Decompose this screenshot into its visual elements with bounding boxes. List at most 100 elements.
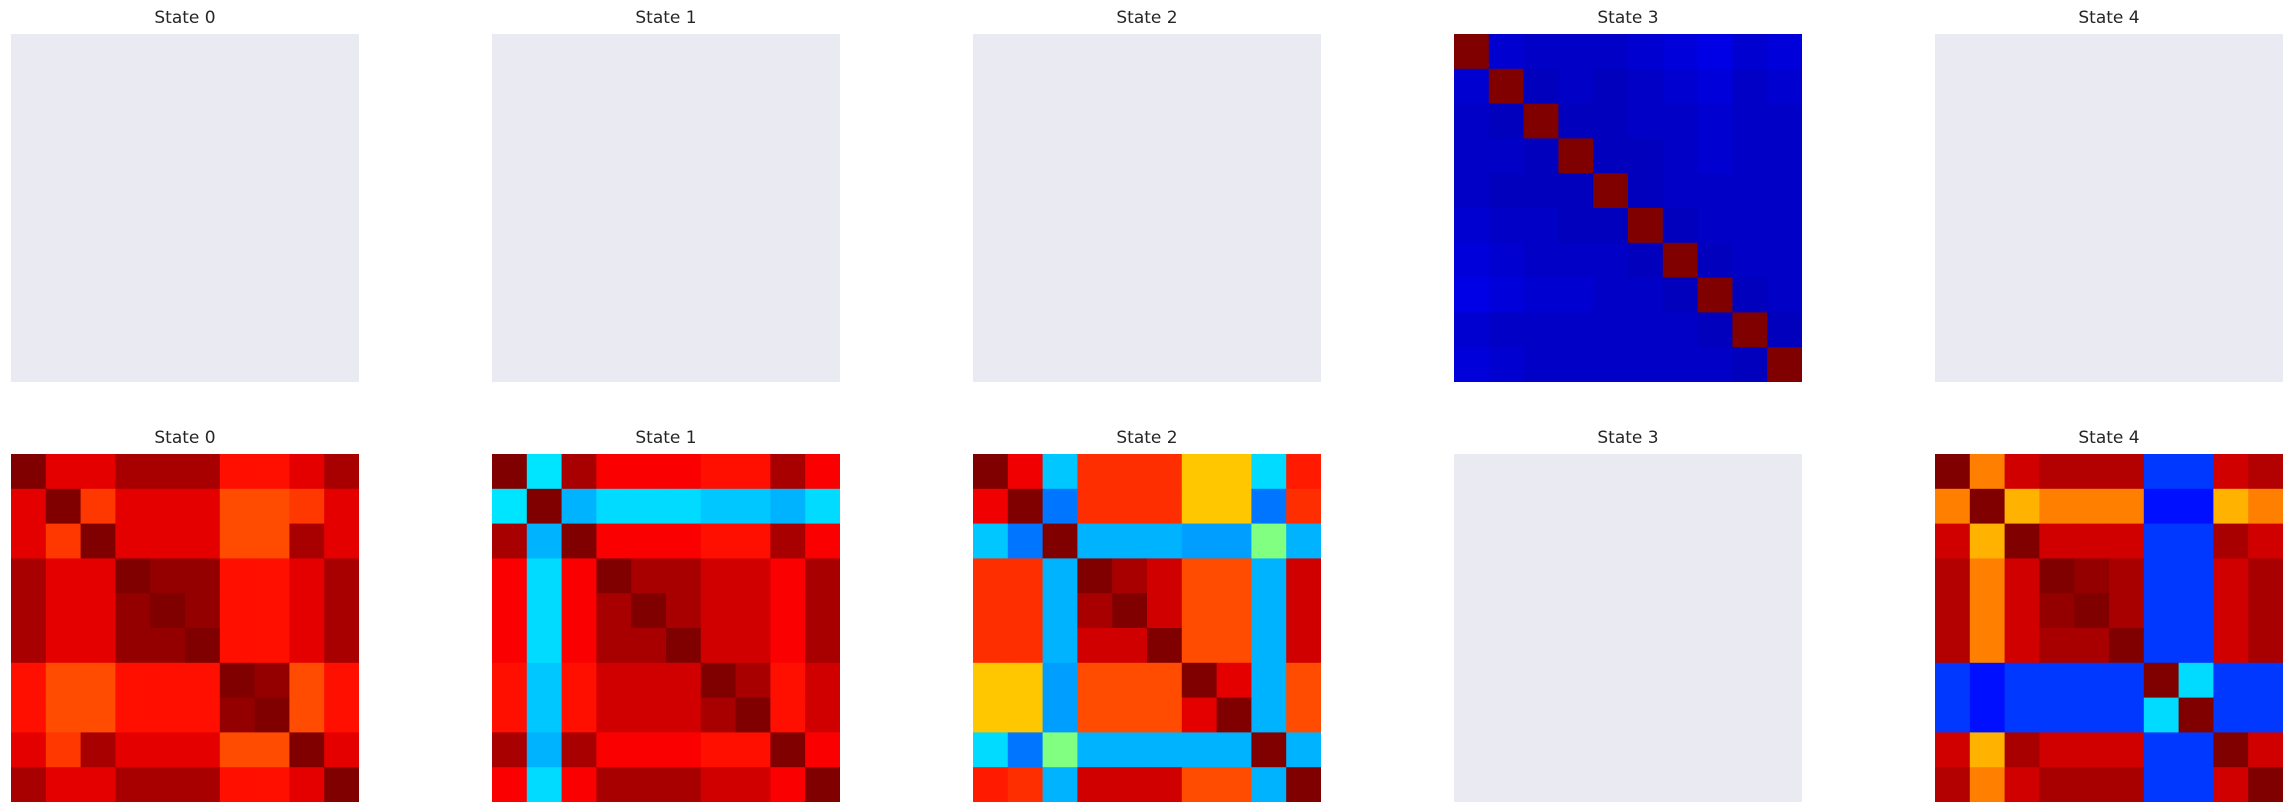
heatmap-cell-0-5 (666, 454, 702, 490)
heatmap-cell-8-7 (1216, 732, 1252, 768)
heatmap-cell-1-4 (1112, 488, 1148, 525)
heatmap-cell-6-5 (1628, 242, 1664, 279)
heatmap-plot (1935, 454, 2283, 802)
heatmap-cell-4-1 (45, 593, 82, 629)
heatmap-cell-4-5 (1147, 593, 1183, 629)
heatmap-cell-9-3 (1558, 347, 1594, 382)
heatmap-cell-3-6 (1181, 558, 1218, 594)
heatmap-cell-9-7 (735, 767, 771, 802)
heatmap-cell-1-3 (115, 488, 151, 525)
heatmap-cell-2-6 (219, 523, 256, 559)
heatmap-cell-4-0 (973, 593, 1009, 629)
heatmap-cell-7-6 (1181, 697, 1218, 733)
heatmap-cell-9-1 (45, 767, 82, 802)
heatmap-cell-2-5 (666, 523, 702, 559)
heatmap-cell-1-7 (1216, 488, 1252, 525)
heatmap-cell-0-8 (2213, 454, 2249, 490)
heatmap-cell-5-7 (254, 628, 290, 664)
heatmap-cell-3-8 (289, 558, 325, 594)
heatmap-cell-7-0 (492, 697, 528, 733)
heatmap-cell-1-4 (631, 488, 667, 525)
heatmap-cell-5-5 (1628, 208, 1664, 244)
heatmap-cell-7-3 (596, 697, 632, 733)
heatmap-plot (973, 34, 1321, 382)
heatmap-cell-5-5 (2109, 628, 2145, 664)
heatmap-cell-0-3 (1077, 454, 1113, 490)
heatmap-cell-9-6 (1181, 767, 1218, 802)
heatmap-cell-6-3 (596, 662, 632, 699)
heatmap-cell-4-4 (1593, 173, 1629, 209)
heatmap-cell-6-1 (1488, 242, 1525, 279)
heatmap-cell-0-1 (526, 454, 563, 490)
heatmap-cell-1-1 (45, 488, 82, 525)
heatmap-cell-7-3 (115, 697, 151, 733)
heatmap-cell-8-2 (1523, 312, 1559, 348)
panel-title: State 0 (154, 428, 216, 448)
heatmap-cell-7-9 (324, 697, 359, 733)
heatmap-cell-5-6 (1662, 208, 1699, 244)
heatmap-cell-3-6 (700, 558, 737, 594)
heatmap-cell-7-5 (2109, 697, 2145, 733)
heatmap-cell-6-9 (324, 662, 359, 699)
heatmap-cell-2-5 (1147, 523, 1183, 559)
heatmap-cell-8-2 (2004, 732, 2040, 768)
panel-title: State 1 (635, 8, 697, 28)
heatmap-cell-9-9 (2248, 767, 2283, 802)
heatmap-cell-2-5 (185, 523, 221, 559)
heatmap-cell-8-5 (666, 732, 702, 768)
heatmap-cell-4-5 (666, 593, 702, 629)
heatmap-cell-6-9 (1286, 662, 1321, 699)
heatmap-cell-2-0 (1935, 523, 1971, 559)
heatmap-cell-7-9 (1286, 697, 1321, 733)
heatmap-cell-2-3 (2039, 523, 2075, 559)
heatmap-cell-4-7 (254, 593, 290, 629)
heatmap-cell-3-0 (1454, 138, 1490, 174)
heatmap-cell-6-1 (526, 662, 563, 699)
heatmap-cell-4-9 (1286, 593, 1321, 629)
heatmap-cell-4-6 (1662, 173, 1699, 209)
heatmap-cell-1-2 (80, 488, 116, 525)
heatmap-cell-1-5 (1628, 68, 1664, 105)
heatmap-cell-3-9 (2248, 558, 2283, 594)
heatmap-cell-1-4 (2074, 488, 2110, 525)
heatmap-plot (492, 34, 840, 382)
heatmap-cell-5-5 (1147, 628, 1183, 664)
heatmap-cell-9-4 (2074, 767, 2110, 802)
heatmap-cell-0-0 (11, 454, 47, 490)
heatmap-cell-6-5 (185, 662, 221, 699)
heatmap-cell-4-1 (1969, 593, 2006, 629)
heatmap-cell-7-8 (770, 697, 806, 733)
heatmap-cell-7-8 (1732, 277, 1768, 313)
panel-title: State 4 (2078, 8, 2140, 28)
heatmap-cell-8-7 (735, 732, 771, 768)
heatmap-cell-8-9 (2248, 732, 2283, 768)
heatmap-cell-3-3 (1077, 558, 1113, 594)
heatmap-cell-0-2 (1042, 454, 1078, 490)
heatmap-cell-8-8 (2213, 732, 2249, 768)
heatmap-cell-8-2 (1042, 732, 1078, 768)
heatmap-cell-1-0 (11, 488, 47, 525)
heatmap-cell-0-9 (1286, 454, 1321, 490)
heatmap-cell-3-2 (2004, 558, 2040, 594)
heatmap-cell-4-1 (1007, 593, 1044, 629)
heatmap-cell-8-9 (1767, 312, 1802, 348)
heatmap-cell-5-4 (2074, 628, 2110, 664)
heatmap-cell-6-7 (1697, 242, 1733, 279)
heatmap-cell-4-2 (80, 593, 116, 629)
heatmap-cell-7-7 (254, 697, 290, 733)
heatmap-cell-6-3 (1558, 242, 1594, 279)
heatmap-cell-5-4 (1112, 628, 1148, 664)
heatmap-cell-3-4 (1593, 138, 1629, 174)
heatmap-cell-0-5 (1147, 454, 1183, 490)
heatmap-cell-2-7 (2178, 523, 2214, 559)
heatmap-cell-9-8 (1251, 767, 1287, 802)
heatmap-cell-6-1 (45, 662, 82, 699)
heatmap-cell-1-0 (1935, 488, 1971, 525)
heatmap-cell-4-9 (2248, 593, 2283, 629)
heatmap-cell-0-8 (289, 454, 325, 490)
heatmap-plot (1454, 454, 1802, 802)
heatmap-cell-8-0 (492, 732, 528, 768)
heatmap-cell-7-2 (2004, 697, 2040, 733)
heatmap-cell-3-6 (219, 558, 256, 594)
heatmap-cell-1-0 (1454, 68, 1490, 105)
